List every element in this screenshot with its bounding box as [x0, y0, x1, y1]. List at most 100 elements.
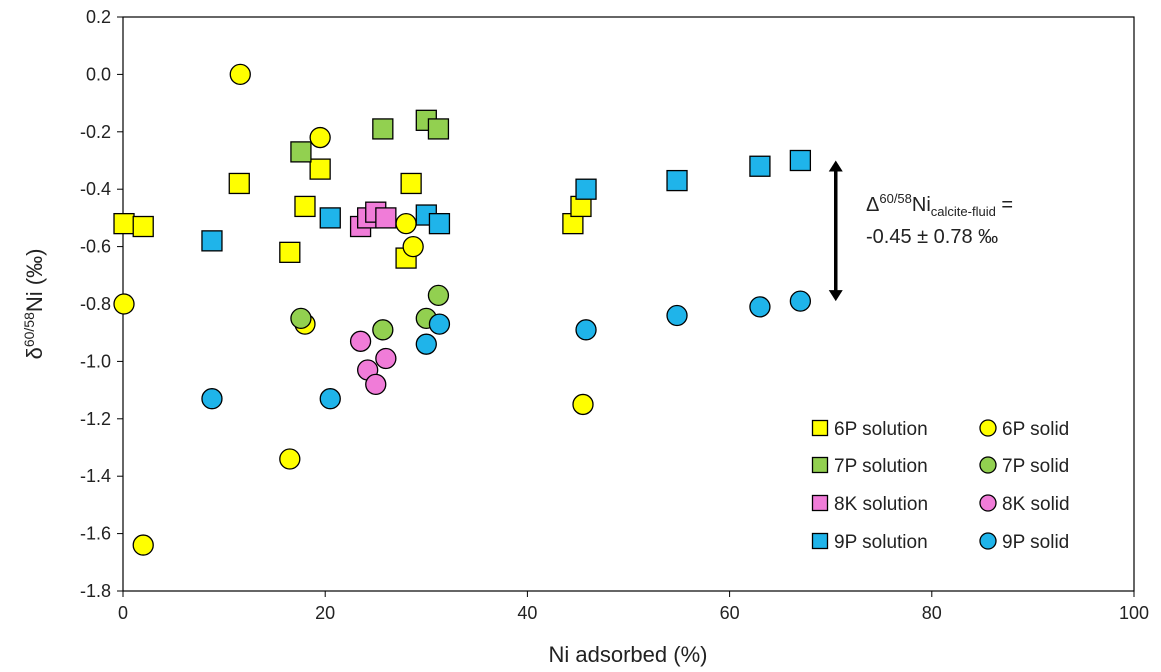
- series-8k-solid: [349, 330, 397, 396]
- square-point: [428, 212, 451, 235]
- legend-swatch: [979, 419, 997, 437]
- square-point: [279, 241, 301, 263]
- legend-label: 6P solid: [1002, 419, 1069, 440]
- fractionation-arrow-head-top: [828, 160, 843, 172]
- series-9p-solid: [201, 290, 812, 410]
- x-tick-label: 100: [1119, 603, 1149, 623]
- legend-label: 9P solid: [1002, 532, 1069, 553]
- square-point: [375, 207, 397, 229]
- series-7p-solid: [290, 284, 450, 341]
- series-8k-solution: [349, 201, 397, 238]
- square-point: [294, 195, 316, 218]
- y-tick-label: -0.2: [80, 122, 111, 142]
- circle-point: [279, 448, 301, 470]
- square-point: [749, 155, 771, 177]
- circle-point: [749, 296, 771, 318]
- x-tick-label: 20: [315, 603, 335, 623]
- legend-swatch: [811, 419, 829, 437]
- fractionation-label-line2: -0.45 ± 0.78 ‰: [866, 226, 998, 248]
- circle-point: [201, 388, 223, 410]
- x-tick-label: 40: [517, 603, 537, 623]
- y-tick-label: 0.2: [86, 7, 111, 27]
- square-point: [290, 141, 312, 163]
- circle-point: [572, 393, 594, 416]
- legend-item: 8K solid: [979, 494, 1070, 515]
- legend-item: 7P solution: [811, 456, 928, 477]
- square-point: [201, 230, 223, 252]
- square-point: [789, 149, 812, 172]
- legend-swatch: [811, 456, 829, 474]
- x-axis-label: Ni adsorbed (%): [549, 642, 708, 667]
- circle-point: [666, 304, 688, 327]
- legend-item: 8K solution: [811, 494, 928, 515]
- circle-point: [113, 293, 135, 315]
- square-point: [228, 172, 250, 195]
- square-point: [132, 215, 154, 238]
- circle-point: [229, 63, 251, 86]
- y-axis-label-sup: 60/58: [21, 312, 37, 347]
- delta-equals: =: [996, 194, 1013, 216]
- y-axis-label: δ60/58Ni (‰): [21, 249, 47, 360]
- legend-item: 9P solid: [979, 532, 1069, 553]
- y-axis-label-delta: δ: [22, 347, 47, 359]
- legend-label: 9P solution: [834, 532, 928, 553]
- y-tick-label: -0.6: [80, 237, 111, 257]
- legend-swatch: [811, 494, 829, 512]
- delta-sup: 60/58: [879, 191, 912, 206]
- circle-point: [789, 290, 812, 312]
- y-tick-label: -0.4: [80, 179, 111, 199]
- legend-label: 7P solution: [834, 456, 928, 477]
- x-axis: 0 20 40 60 80 100: [118, 591, 1149, 623]
- legend-swatch: [811, 532, 829, 550]
- circle-point: [132, 534, 154, 556]
- circle-point: [319, 388, 341, 410]
- y-tick-label: -1.0: [80, 351, 111, 371]
- legend-item: 7P solid: [979, 456, 1069, 477]
- circle-point: [395, 212, 417, 235]
- data-points: [113, 63, 812, 556]
- square-point: [309, 158, 331, 180]
- legend-label: 8K solution: [834, 494, 928, 515]
- y-axis-label-rest: Ni (‰): [22, 249, 47, 313]
- square-point: [400, 172, 422, 195]
- circle-point: [402, 235, 424, 258]
- legend: 6P solution 6P solid 7P solution 7P solid 8K…: [811, 419, 1070, 553]
- circle-point: [309, 126, 331, 149]
- circle-point: [290, 307, 312, 330]
- circle-point: [427, 284, 450, 307]
- y-tick-label: 0.0: [86, 64, 111, 84]
- x-tick-label: 80: [922, 603, 942, 623]
- legend-item: 6P solid: [979, 419, 1069, 440]
- square-point: [319, 207, 341, 229]
- delta-ni: Ni: [912, 194, 931, 216]
- legend-swatch: [979, 456, 997, 474]
- square-point: [427, 118, 450, 140]
- square-point: [666, 169, 688, 192]
- plot-area-frame: [122, 16, 1135, 592]
- square-point: [575, 178, 597, 200]
- y-axis: 0.2 0.0 -0.2 -0.4 -0.6 -0.8 -1.0 -1.2 -1.4 -1.6 -1…: [80, 7, 123, 601]
- y-tick-label: -1.8: [80, 581, 111, 601]
- legend-label: 8K solid: [1002, 494, 1070, 515]
- series-7p-solution: [290, 109, 450, 163]
- y-tick-label: -1.6: [80, 524, 111, 544]
- square-point: [372, 118, 394, 140]
- circle-point: [372, 319, 394, 341]
- delta-symbol: Δ: [866, 194, 879, 216]
- series-9p-solution: [201, 149, 812, 252]
- circle-point: [375, 347, 397, 370]
- circle-point: [349, 330, 372, 352]
- legend-label: 7P solid: [1002, 456, 1069, 477]
- circle-point: [415, 333, 437, 355]
- delta-sub: calcite-fluid: [931, 204, 996, 219]
- legend-item: 9P solution: [811, 532, 928, 553]
- x-tick-label: 0: [118, 603, 128, 623]
- y-tick-label: -0.8: [80, 294, 111, 314]
- circle-point: [365, 373, 387, 396]
- fractionation-annotation: Δ60/58Nicalcite-fluid = -0.45 ± 0.78 ‰: [828, 160, 1013, 302]
- legend-swatch: [979, 532, 997, 550]
- fractionation-arrow-head-bottom: [828, 290, 843, 302]
- fractionation-label-line1: Δ60/58Nicalcite-fluid =: [866, 191, 1013, 219]
- circle-point: [428, 313, 451, 335]
